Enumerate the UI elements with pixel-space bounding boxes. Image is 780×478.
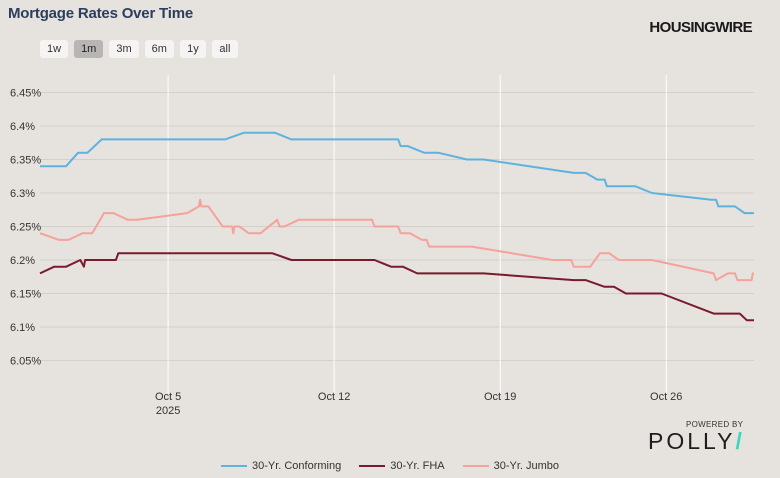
x-tick-label: Oct 19 xyxy=(484,391,516,403)
range-button-1w[interactable]: 1w xyxy=(40,40,69,58)
chart-title: Mortgage Rates Over Time xyxy=(8,5,193,22)
y-tick-label: 6.15% xyxy=(10,289,41,301)
series-line-fha xyxy=(39,252,754,322)
legend-swatch-fha xyxy=(359,465,386,467)
y-tick-label: 6.05% xyxy=(10,356,41,368)
y-tick-label: 6.25% xyxy=(10,222,41,234)
polly-logo: POLLY/ xyxy=(648,428,745,455)
legend-item-fha[interactable]: 30-Yr. FHA xyxy=(359,460,445,472)
housingwire-logo: HOUSINGWIRE xyxy=(649,19,752,36)
range-button-all[interactable]: all xyxy=(211,40,238,58)
legend-label-conforming: 30-Yr. Conforming xyxy=(251,460,342,472)
x-tick-label: Oct 26 xyxy=(650,391,682,403)
x-tick-year-label: 2025 xyxy=(156,405,180,417)
y-tick-label: 6.2% xyxy=(10,255,35,267)
chart-legend: 30-Yr. Conforming 30-Yr. FHA 30-Yr. Jumb… xyxy=(0,460,780,472)
polly-logo-slash: / xyxy=(735,428,745,454)
polly-logo-text: POLLY xyxy=(648,428,736,454)
legend-swatch-conforming xyxy=(220,465,247,467)
range-button-1m[interactable]: 1m xyxy=(74,40,104,58)
legend-label-jumbo: 30-Yr. Jumbo xyxy=(493,460,560,472)
legend-item-jumbo[interactable]: 30-Yr. Jumbo xyxy=(462,460,560,472)
legend-swatch-jumbo xyxy=(462,465,489,467)
legend-item-conforming[interactable]: 30-Yr. Conforming xyxy=(220,460,342,472)
range-button-6m[interactable]: 6m xyxy=(144,40,174,58)
y-tick-label: 6.4% xyxy=(10,121,35,133)
range-button-1y[interactable]: 1y xyxy=(179,40,206,58)
y-tick-label: 6.35% xyxy=(10,155,41,167)
legend-label-fha: 30-Yr. FHA xyxy=(390,460,445,472)
x-tick-label: Oct 5 xyxy=(155,391,181,403)
range-selector: 1w 1m 3m 6m 1y all xyxy=(40,40,238,58)
y-tick-label: 6.1% xyxy=(10,322,35,334)
series-line-conforming xyxy=(40,131,754,215)
y-tick-label: 6.3% xyxy=(10,188,35,200)
powered-by-label: POWERED BY xyxy=(686,420,744,429)
x-tick-label: Oct 12 xyxy=(318,391,350,403)
y-tick-label: 6.45% xyxy=(10,88,41,100)
series-line-jumbo xyxy=(39,198,754,282)
range-button-3m[interactable]: 3m xyxy=(109,40,139,58)
